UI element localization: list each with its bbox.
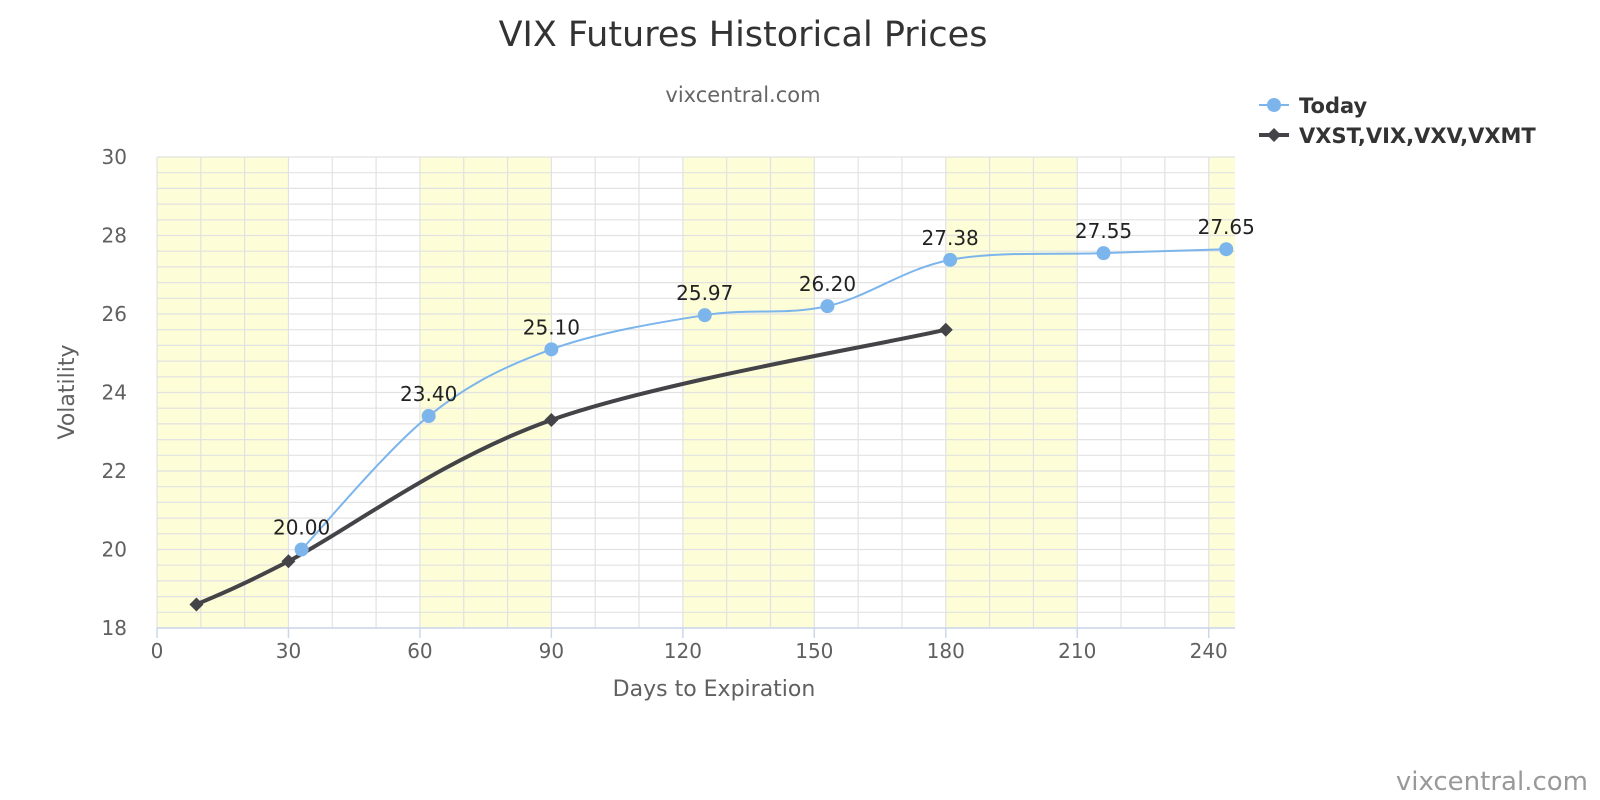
data-label: 26.20: [799, 272, 856, 296]
axes: 0 30 60 90 120 150 180 210 240 18 20 22 24 26 28 30: [102, 145, 1235, 663]
data-point-marker[interactable]: [1219, 242, 1234, 257]
legend-swatch-marker: [1267, 128, 1281, 142]
legend-label: VXST,VIX,VXV,VXMT: [1299, 124, 1536, 148]
y-tick-label: 28: [102, 224, 127, 248]
grid: [156, 156, 1235, 629]
data-point-marker[interactable]: [544, 412, 559, 427]
legend-label: Today: [1299, 94, 1368, 118]
data-point-marker[interactable]: [1096, 246, 1111, 261]
data-label: 27.38: [922, 226, 979, 250]
x-axis-title: Days to Expiration: [613, 677, 816, 702]
data-label: 23.40: [400, 382, 457, 406]
y-axis-title: Volatility: [55, 344, 80, 439]
x-tick-label: 240: [1190, 639, 1228, 663]
data-point-marker[interactable]: [421, 409, 436, 424]
x-tick-label: 0: [151, 639, 164, 663]
x-tick-label: 210: [1058, 639, 1096, 663]
chart-subtitle: vixcentral.com: [665, 83, 820, 107]
y-tick-label: 22: [102, 459, 127, 483]
data-point-marker[interactable]: [697, 308, 712, 323]
series-today: 20.00 23.40 25.10 25.97 26.20 27.38 27.55 27.65: [273, 215, 1255, 557]
data-label: 25.97: [676, 281, 733, 305]
series-layer: 20.00 23.40 25.10 25.97 26.20 27.38 27.55 27.65: [189, 215, 1255, 612]
x-tick-label: 150: [795, 639, 833, 663]
series-term-structure: [189, 322, 953, 612]
data-point-marker[interactable]: [544, 342, 559, 357]
y-tick-label: 24: [102, 381, 127, 405]
x-tick-label: 120: [664, 639, 702, 663]
x-tick-label: 60: [407, 639, 432, 663]
y-tick-label: 18: [102, 616, 127, 640]
data-label: 27.55: [1075, 219, 1132, 243]
legend-item[interactable]: Today: [1259, 94, 1368, 118]
data-label: 27.65: [1198, 215, 1255, 239]
chart-title: VIX Futures Historical Prices: [499, 15, 988, 55]
data-point-marker[interactable]: [943, 252, 958, 267]
data-point-marker[interactable]: [189, 597, 204, 612]
legend[interactable]: Today VXST,VIX,VXV,VXMT: [1259, 94, 1536, 148]
x-tick-label: 180: [927, 639, 965, 663]
chart-credits[interactable]: vixcentral.com: [1396, 767, 1588, 797]
y-tick-label: 26: [102, 302, 127, 326]
legend-item[interactable]: VXST,VIX,VXV,VXMT: [1259, 124, 1536, 148]
legend-swatch-marker: [1267, 98, 1281, 112]
data-label: 25.10: [523, 315, 580, 339]
x-tick-label: 90: [539, 639, 564, 663]
y-tick-label: 30: [102, 145, 127, 169]
series-line: [194, 327, 948, 607]
data-label: 20.00: [273, 516, 330, 540]
x-tick-label: 30: [276, 639, 301, 663]
data-point-marker[interactable]: [938, 322, 953, 337]
y-tick-label: 20: [102, 538, 127, 562]
data-point-marker[interactable]: [281, 554, 296, 569]
data-point-marker[interactable]: [820, 299, 835, 314]
data-point-marker[interactable]: [294, 542, 309, 557]
